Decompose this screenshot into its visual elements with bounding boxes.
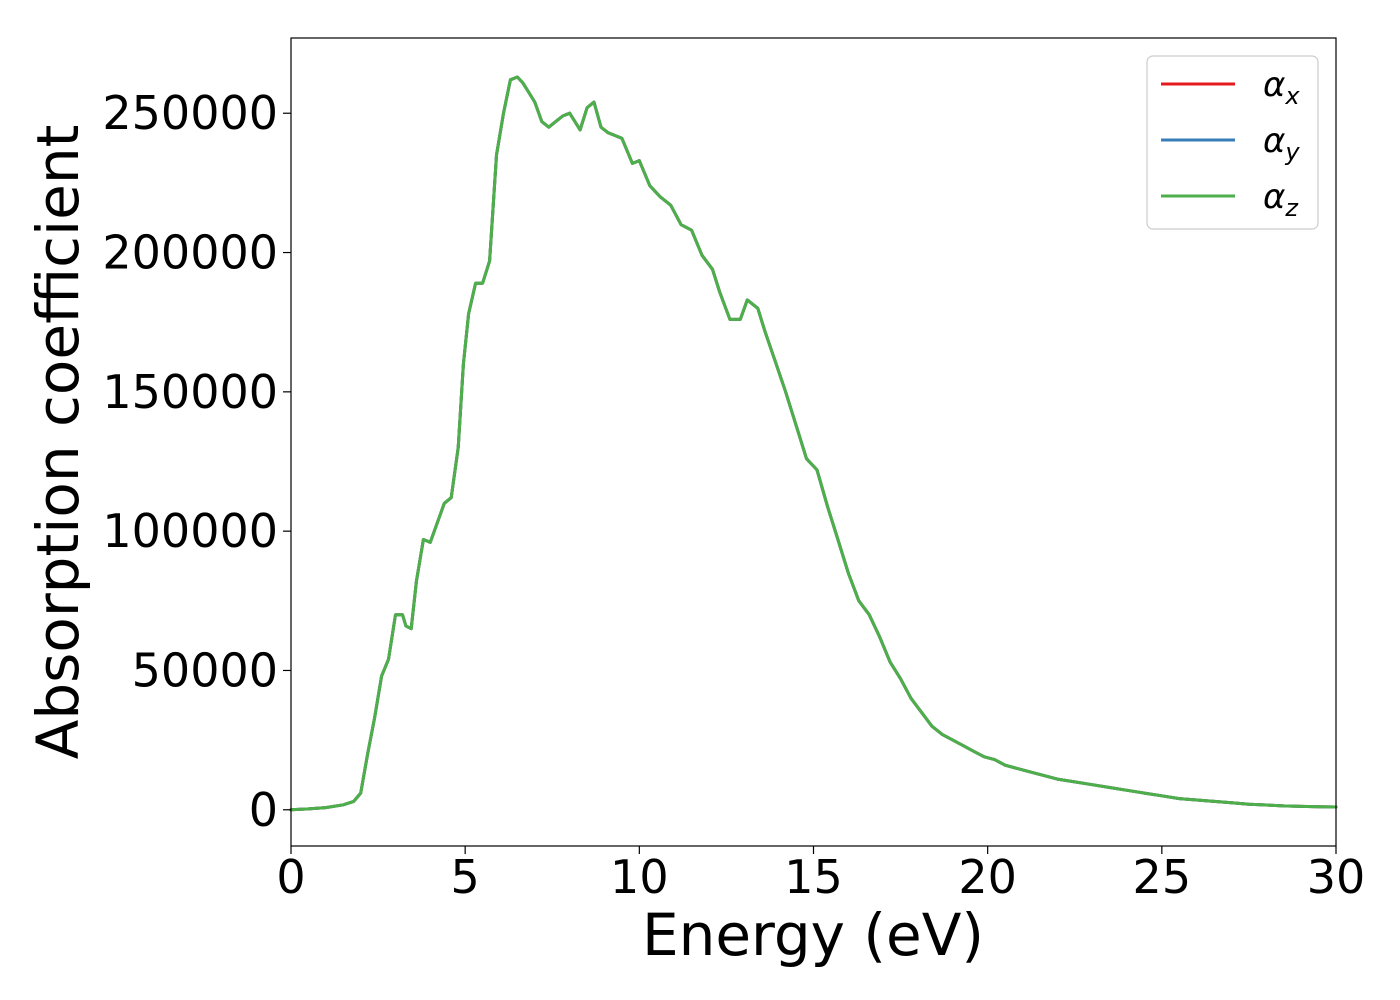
x-tick-label: 25 bbox=[1133, 850, 1192, 904]
x-tick-label: 10 bbox=[610, 850, 669, 904]
legend-label-y: αy bbox=[1263, 121, 1300, 166]
y-axis-label: Absorption coefficient bbox=[24, 125, 92, 760]
series-layer bbox=[289, 75, 1338, 812]
x-tick-label: 5 bbox=[451, 850, 480, 904]
x-tick-label: 30 bbox=[1307, 850, 1366, 904]
y-tick-label: 0 bbox=[249, 783, 278, 837]
y-tick-label: 200000 bbox=[102, 226, 278, 280]
x-axis-label: Energy (eV) bbox=[642, 901, 984, 969]
y-tick-label: 100000 bbox=[102, 504, 278, 558]
y-axis: 0 50000 100000 150000 200000 250000 bbox=[102, 86, 291, 837]
y-tick-label: 150000 bbox=[102, 365, 278, 419]
legend-box bbox=[1146, 55, 1319, 230]
x-axis: 0 5 10 15 20 25 30 bbox=[276, 846, 1365, 904]
x-tick-label: 0 bbox=[276, 850, 305, 904]
x-tick-label: 20 bbox=[958, 850, 1017, 904]
y-tick-label: 250000 bbox=[102, 86, 278, 140]
series-line-3 bbox=[289, 75, 1338, 812]
legend-label-x: αx bbox=[1263, 65, 1300, 110]
legend-label-z: αz bbox=[1263, 177, 1299, 222]
x-tick-label: 15 bbox=[784, 850, 843, 904]
y-tick-label: 50000 bbox=[132, 643, 278, 697]
legend: αx αy αz bbox=[1146, 55, 1319, 230]
